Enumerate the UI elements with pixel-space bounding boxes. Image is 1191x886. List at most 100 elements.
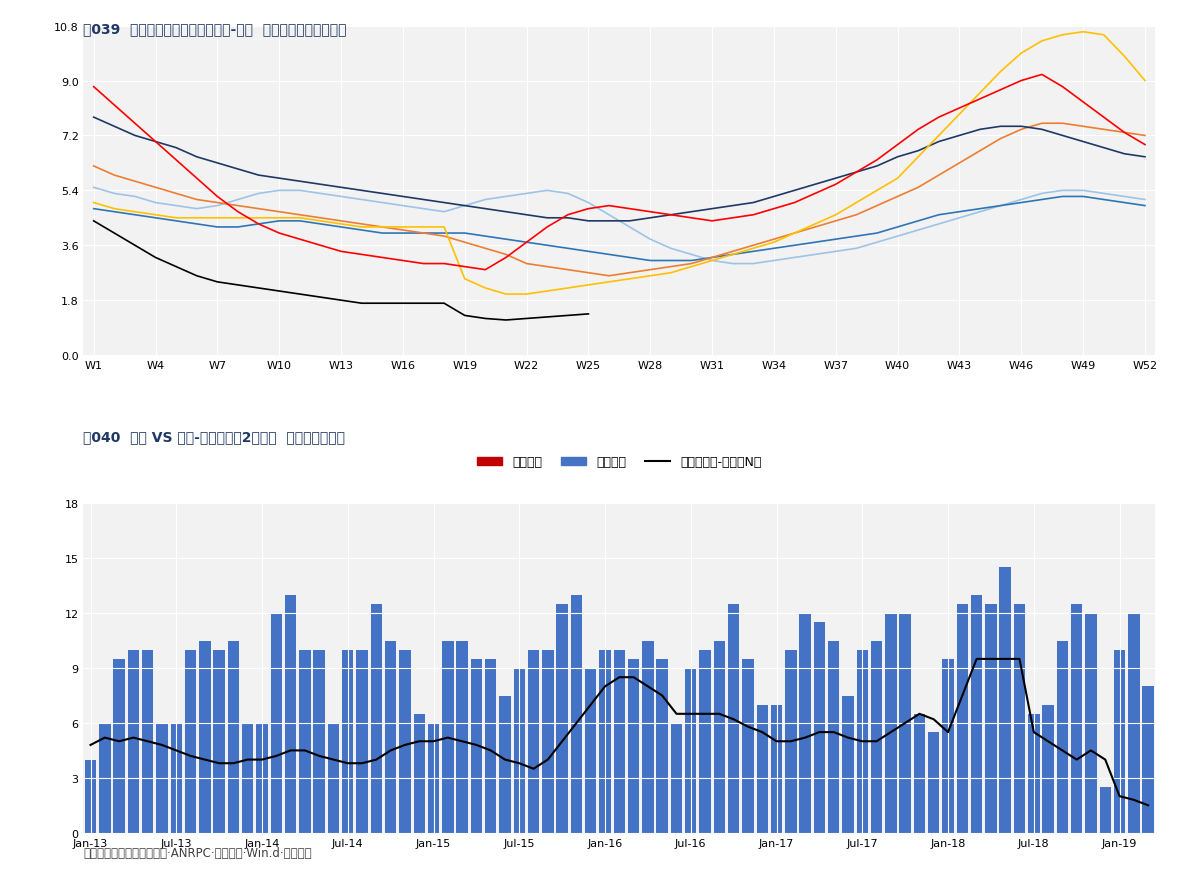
Text: 资料来源：上海期货交易所·ANRPC·中国海关·Win.d·银河期货: 资料来源：上海期货交易所·ANRPC·中国海关·Win.d·银河期货	[83, 846, 312, 859]
Bar	[871, 641, 883, 833]
Bar	[913, 714, 925, 833]
2017	[1137, 76, 1152, 87]
2017	[787, 229, 802, 239]
2018	[787, 198, 802, 208]
Bar	[342, 650, 354, 833]
Bar	[470, 659, 482, 833]
Bar	[1056, 797, 1068, 833]
2014	[787, 241, 802, 252]
Bar	[985, 604, 997, 833]
Bar	[1142, 687, 1154, 833]
Bar	[270, 764, 282, 833]
Bar	[656, 805, 668, 833]
Bar	[542, 805, 554, 833]
Bar	[913, 714, 925, 833]
Bar	[671, 797, 682, 833]
Bar	[956, 769, 968, 833]
库存：小计-期货（N）	[955, 690, 969, 701]
Bar	[285, 769, 297, 833]
Bar	[213, 797, 225, 833]
Bar	[556, 604, 568, 833]
Bar	[1142, 828, 1154, 833]
2014	[746, 246, 761, 257]
Bar	[285, 595, 297, 833]
Bar	[628, 659, 640, 833]
Bar	[942, 769, 954, 833]
Bar	[899, 787, 911, 833]
Bar	[985, 769, 997, 833]
库存：小计-期货（N）	[1041, 736, 1055, 747]
Bar	[456, 814, 468, 833]
2016	[787, 186, 802, 197]
Bar	[799, 814, 811, 833]
2014	[663, 256, 678, 267]
Bar	[356, 797, 368, 833]
Bar	[942, 659, 954, 833]
Bar	[199, 641, 211, 833]
Bar	[142, 650, 154, 833]
2017	[499, 290, 513, 300]
Line: 2015: 2015	[94, 124, 1145, 276]
Bar	[1071, 604, 1083, 833]
Bar	[399, 650, 411, 833]
2017	[87, 198, 101, 208]
2013	[457, 201, 472, 212]
Bar	[685, 668, 697, 833]
Bar	[99, 778, 111, 833]
2013	[787, 253, 802, 263]
Bar	[470, 800, 482, 833]
Bar	[170, 723, 182, 833]
Bar	[513, 668, 525, 833]
Bar	[213, 650, 225, 833]
Bar	[1128, 818, 1140, 833]
2018	[479, 265, 493, 276]
Bar	[1056, 641, 1068, 833]
库存：小计-期货（N）	[884, 727, 898, 738]
Bar	[813, 623, 825, 833]
Bar	[485, 797, 497, 833]
Bar	[227, 805, 239, 833]
2014	[1055, 192, 1070, 203]
Bar	[156, 820, 168, 833]
Bar	[513, 814, 525, 833]
库存：小计-期货（N）	[169, 745, 183, 756]
Bar	[613, 781, 625, 833]
Bar	[1014, 604, 1025, 833]
Bar	[728, 797, 740, 833]
库存：小计-期货（N）	[927, 714, 941, 725]
Bar	[685, 787, 697, 833]
2014	[457, 229, 472, 239]
Bar	[899, 613, 911, 833]
2016	[87, 113, 101, 123]
2019	[87, 216, 101, 227]
Bar	[1114, 824, 1125, 833]
Bar	[756, 787, 768, 833]
Bar	[585, 668, 597, 833]
2015	[87, 161, 101, 172]
2019	[169, 262, 183, 273]
2013	[87, 183, 101, 193]
Bar	[528, 811, 540, 833]
Legend: 烟片进口, 中国产量, 库存：小计-期货（N）: 烟片进口, 中国产量, 库存：小计-期货（N）	[473, 451, 766, 474]
Bar	[428, 805, 439, 833]
Bar	[771, 805, 782, 833]
Bar	[699, 781, 711, 833]
Bar	[1128, 613, 1140, 833]
Line: 2016: 2016	[94, 118, 1145, 222]
Bar	[185, 650, 197, 833]
Bar	[728, 604, 740, 833]
2016	[1075, 137, 1090, 148]
Bar	[370, 604, 382, 833]
2018	[1035, 70, 1049, 81]
Bar	[156, 723, 168, 833]
Bar	[570, 778, 582, 833]
Bar	[1085, 613, 1097, 833]
2013	[1137, 195, 1152, 206]
2019	[581, 309, 596, 320]
Bar	[299, 650, 311, 833]
Bar	[570, 595, 582, 833]
Bar	[599, 787, 611, 833]
Bar	[928, 733, 940, 833]
Bar	[813, 818, 825, 833]
Bar	[828, 641, 840, 833]
